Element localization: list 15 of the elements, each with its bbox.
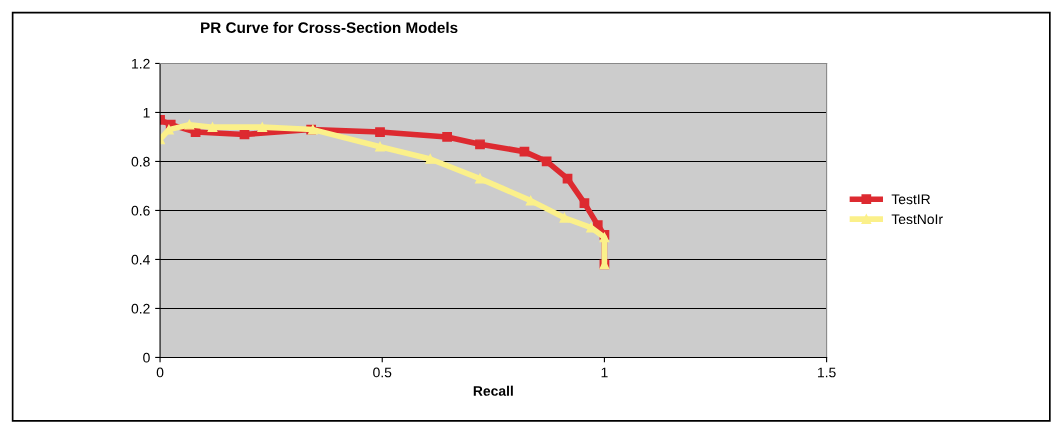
y-tick-label: 1 xyxy=(143,107,150,118)
x-tick-label: 0 xyxy=(156,367,164,378)
x-tick-label: 0.5 xyxy=(373,367,392,378)
legend-label: TestNoIr xyxy=(891,214,943,225)
y-tick-label: 0 xyxy=(143,352,150,363)
x-tick-label: 1.5 xyxy=(818,367,836,378)
x-axis-title: Recall xyxy=(473,385,513,396)
x-tick-label: 1 xyxy=(601,367,608,378)
y-tick-label: 1.2 xyxy=(132,58,150,69)
y-tick-label: 0.4 xyxy=(131,254,150,265)
y-tick-label: 0.2 xyxy=(131,303,150,314)
legend-label: TestIR xyxy=(891,194,931,205)
y-tick-label: 0.6 xyxy=(131,205,150,216)
chart-title: PR Curve for Cross-Section Models xyxy=(201,21,458,34)
y-tick-label: 0.8 xyxy=(131,156,150,167)
